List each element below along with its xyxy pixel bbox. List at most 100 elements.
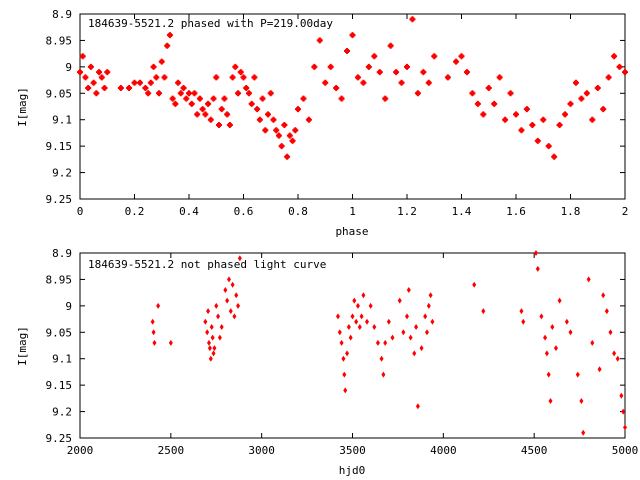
- phased-data-point: [600, 106, 607, 113]
- phased-data-point: [82, 74, 89, 81]
- phased-chart-title: 184639-5521.2 phased with P=219.00day: [88, 17, 333, 30]
- phased-y-tick-label: 9.2: [52, 167, 72, 180]
- phased-x-tick-label: 0.8: [288, 205, 308, 218]
- unphased-data-point: [472, 281, 477, 288]
- unphased-data-point: [415, 403, 420, 410]
- phased-data-point: [556, 122, 563, 128]
- phased-data-point: [131, 79, 138, 86]
- phased-data-point: [79, 53, 86, 60]
- phased-data-point: [578, 95, 585, 102]
- unphased-data-point: [423, 313, 428, 320]
- unphased-data-point: [428, 292, 433, 299]
- phased-data-point: [93, 90, 100, 97]
- unphased-data-point: [586, 276, 591, 283]
- unphased-data-point: [348, 334, 353, 341]
- phased-data-point: [404, 63, 410, 70]
- phased-data-point: [104, 69, 111, 76]
- phased-data-point: [273, 127, 280, 134]
- phased-data-point: [126, 85, 133, 91]
- unphased-data-point: [390, 334, 395, 341]
- unphased-y-ticks: 8.9 8.95 9 9.05 9.1 9.15 9.2 9.25: [46, 247, 625, 445]
- unphased-data-point: [355, 302, 360, 309]
- phased-data-point: [382, 95, 389, 102]
- phased-data-point: [224, 111, 231, 118]
- unphased-data-point: [214, 302, 219, 309]
- phased-data-point: [502, 116, 509, 123]
- phased-data-point: [262, 127, 269, 134]
- unphased-data-point: [223, 287, 228, 293]
- unphased-data-point: [339, 339, 344, 346]
- phased-data-point: [622, 69, 628, 76]
- phased-data-point: [589, 116, 596, 123]
- unphased-data-point: [539, 313, 544, 320]
- unphased-data-point: [550, 324, 555, 330]
- phased-data-point: [150, 63, 157, 70]
- unphased-x-tick-label: 3500: [339, 444, 366, 457]
- unphased-data-point: [381, 371, 386, 378]
- phased-data-point: [85, 85, 92, 91]
- phased-data-point: [281, 122, 288, 128]
- unphased-data-point: [205, 329, 210, 336]
- phased-data-point: [322, 79, 329, 86]
- phased-data-point: [188, 100, 195, 107]
- phased-x-tick-label: 0.6: [234, 205, 254, 218]
- unphased-data-point: [564, 318, 569, 325]
- phased-x-tick-label: 1.8: [561, 205, 581, 218]
- unphased-data-point: [206, 339, 211, 346]
- unphased-data-point: [150, 318, 155, 325]
- unphased-x-tick-label: 2000: [67, 444, 94, 457]
- unphased-data-point: [612, 350, 617, 357]
- unphased-data-point: [237, 255, 242, 262]
- unphased-data-point: [426, 302, 431, 309]
- phased-data-point: [507, 90, 514, 97]
- unphased-data-point: [234, 292, 239, 299]
- unphased-data-point: [350, 313, 355, 320]
- phased-data-point: [191, 90, 198, 97]
- phased-data-point: [572, 79, 579, 86]
- phased-data-point: [98, 74, 105, 81]
- phased-data-point: [333, 85, 340, 91]
- phased-data-point: [513, 111, 519, 118]
- unphased-data-point: [397, 297, 402, 304]
- unphased-data-point: [481, 308, 486, 315]
- unphased-data-point: [615, 355, 620, 362]
- unphased-data-point: [216, 313, 221, 320]
- unphased-data-point: [357, 324, 362, 330]
- phased-data-point: [387, 42, 394, 49]
- unphased-data-point: [608, 329, 613, 336]
- phased-data-point: [183, 95, 190, 102]
- phased-data-point: [616, 63, 623, 70]
- phased-data-point: [398, 79, 405, 86]
- unphased-data-point: [581, 429, 586, 436]
- unphased-data-point: [335, 313, 340, 320]
- phased-data-point: [237, 69, 244, 76]
- unphased-data-point: [533, 250, 538, 256]
- unphased-x-tick-label: 3000: [248, 444, 275, 457]
- unphased-data-point: [619, 392, 624, 399]
- phased-data-point: [213, 74, 220, 81]
- unphased-data-point: [343, 387, 348, 394]
- phased-data-point: [199, 106, 206, 113]
- phased-data-point: [87, 63, 94, 70]
- phased-data-point: [305, 116, 312, 123]
- phased-chart: 184639-5521.2 phased with P=219.00day ph…: [16, 8, 628, 238]
- phased-data-point: [545, 143, 552, 150]
- unphased-data-point: [345, 350, 350, 357]
- unphased-data-point: [365, 318, 370, 325]
- phased-data-point: [169, 95, 176, 102]
- phased-data-point: [153, 74, 160, 81]
- unphased-data-point: [337, 329, 342, 336]
- unphased-data-point: [621, 408, 626, 415]
- unphased-data-point: [226, 276, 231, 283]
- phased-data-point: [551, 153, 558, 160]
- unphased-data-point: [361, 292, 366, 299]
- phased-y-tick-label: 9.15: [46, 140, 73, 153]
- unphased-y-tick-label: 8.9: [52, 247, 72, 260]
- phased-data-point: [474, 100, 481, 107]
- phased-data-point: [360, 79, 367, 86]
- unphased-data-point: [359, 313, 364, 320]
- phased-data-point: [270, 116, 277, 123]
- unphased-data-point: [383, 339, 388, 346]
- phased-data-point: [254, 106, 261, 113]
- unphased-data-point: [575, 371, 580, 378]
